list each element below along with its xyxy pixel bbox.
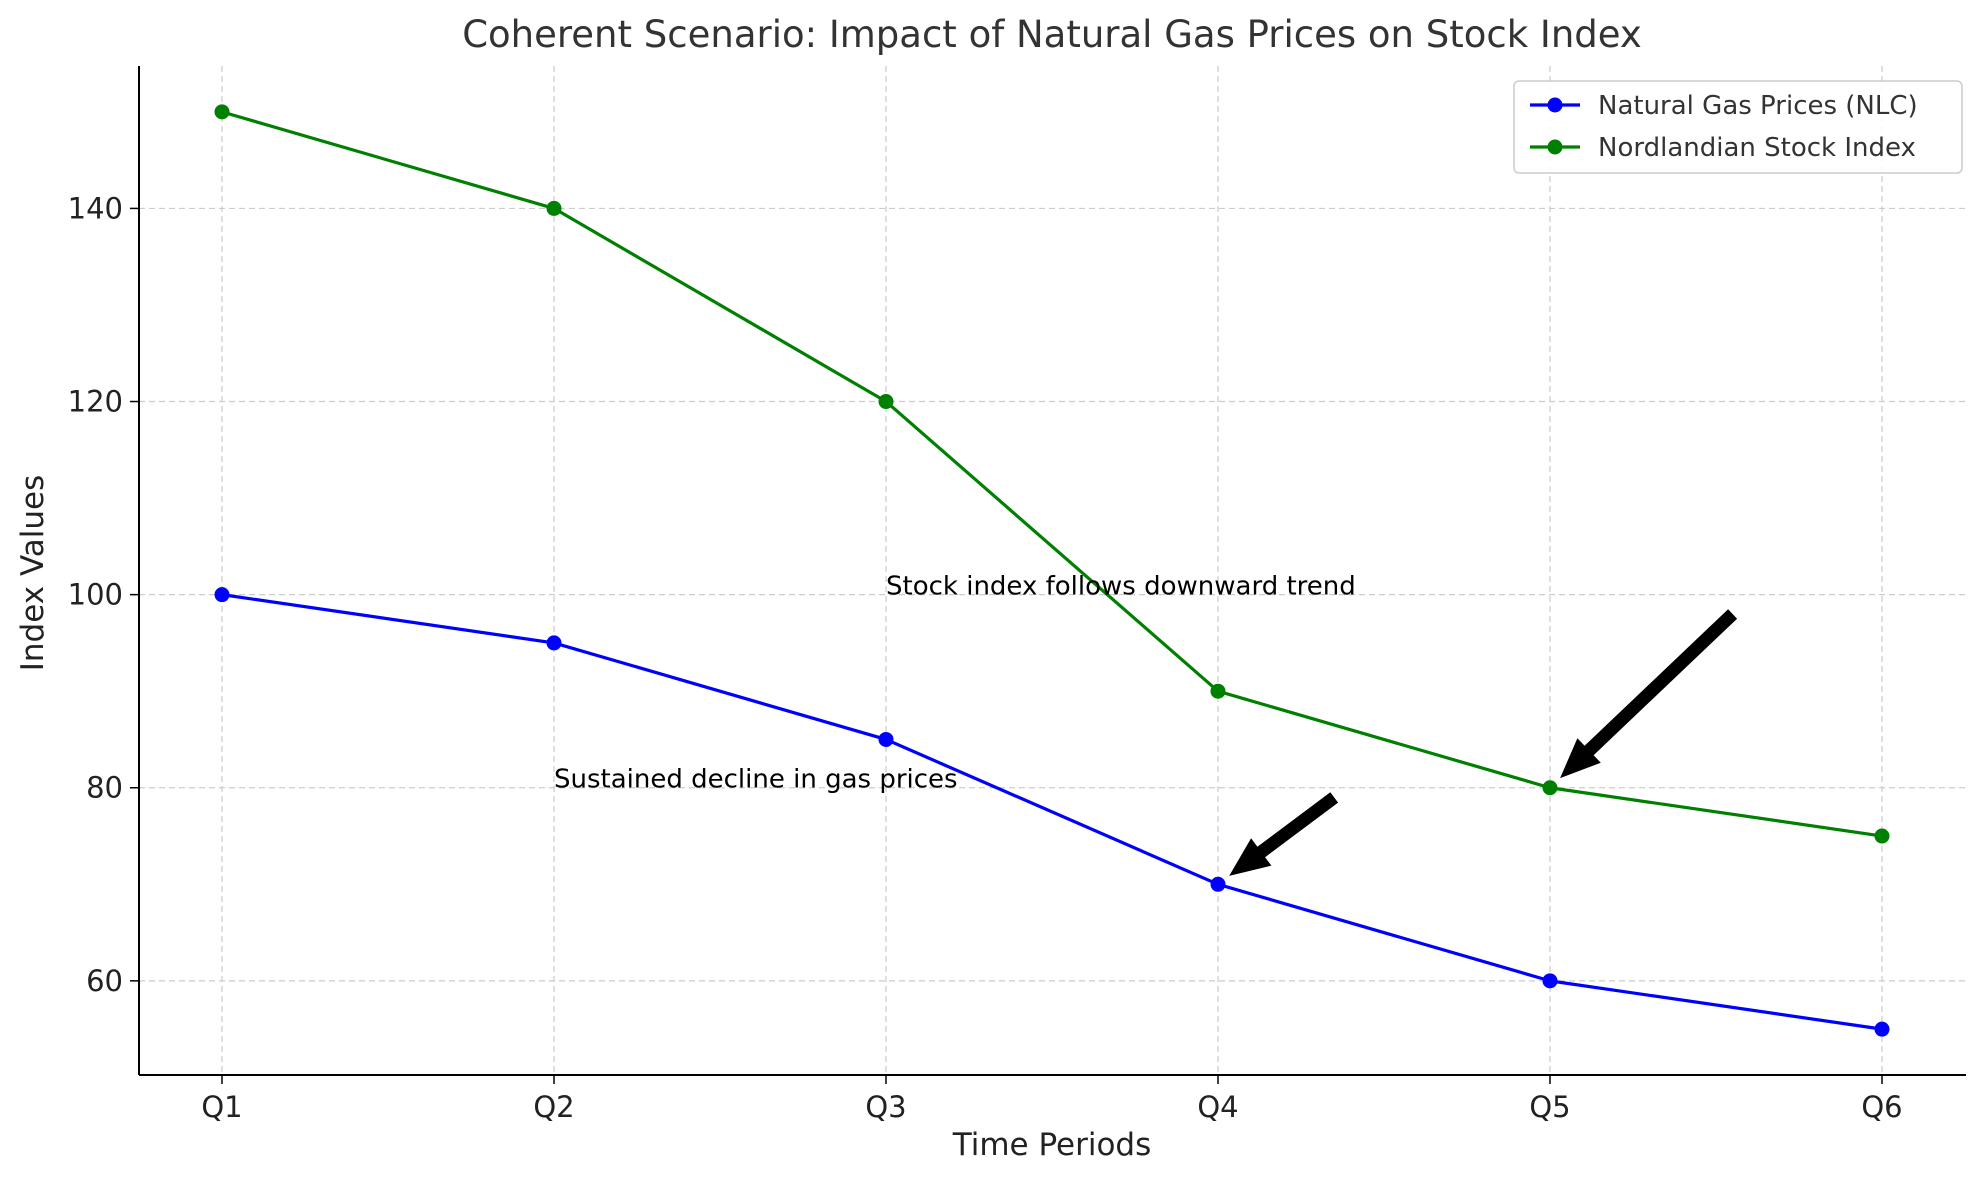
annotation-arrow [1560, 609, 1738, 779]
series-line [220, 593, 1884, 1031]
legend-entry-label: Natural Gas Prices (NLC) [1598, 91, 1918, 121]
data-point [1874, 828, 1890, 844]
y-tick-label: 80 [86, 771, 123, 805]
y-tick-label: 140 [68, 191, 123, 225]
annotation-arrow [1229, 792, 1339, 876]
grid [139, 66, 1966, 1075]
legend-box [1513, 80, 1963, 174]
y-tick-label: 120 [68, 385, 123, 419]
data-point [1874, 1021, 1890, 1037]
series-line [220, 110, 1884, 838]
tick-labels: Q1 Q2 Q3 Q4 Q5 Q6 60 80 100 120 140 [68, 191, 1903, 1124]
axes [130, 66, 1966, 1084]
x-axis-label: Time Periods [952, 1127, 1152, 1163]
data-point [1542, 780, 1558, 796]
x-tick-label: Q5 [1529, 1090, 1570, 1124]
data-point [214, 587, 230, 603]
data-point [878, 731, 894, 747]
y-tick-label: 100 [68, 578, 123, 612]
y-tick-label: 60 [86, 964, 123, 998]
legend-entry-label: Nordlandian Stock Index [1598, 133, 1916, 163]
legend-swatch-marker [1547, 139, 1563, 155]
data-point [1210, 683, 1226, 699]
annotations: Sustained decline in gas prices Stock ind… [554, 572, 1738, 876]
data-point [546, 635, 562, 651]
data-point [878, 394, 894, 410]
legend: Natural Gas Prices (NLC) Nordlandian Stoc… [1513, 80, 1963, 174]
x-tick-label: Q3 [865, 1090, 906, 1124]
data-point [1210, 876, 1226, 892]
chart-title: Coherent Scenario: Impact of Natural Gas… [462, 13, 1642, 56]
annotation-text: Sustained decline in gas prices [554, 765, 958, 795]
data-point [546, 200, 562, 216]
x-tick-label: Q4 [1197, 1090, 1238, 1124]
y-axis-label: Index Values [15, 475, 51, 671]
series-layer [214, 104, 1890, 1037]
x-tick-label: Q2 [533, 1090, 574, 1124]
legend-swatch-marker [1547, 97, 1563, 113]
x-tick-label: Q1 [201, 1090, 242, 1124]
annotation-text: Stock index follows downward trend [886, 572, 1356, 602]
data-point [1542, 973, 1558, 989]
x-tick-label: Q6 [1861, 1090, 1902, 1124]
data-point [214, 104, 230, 120]
